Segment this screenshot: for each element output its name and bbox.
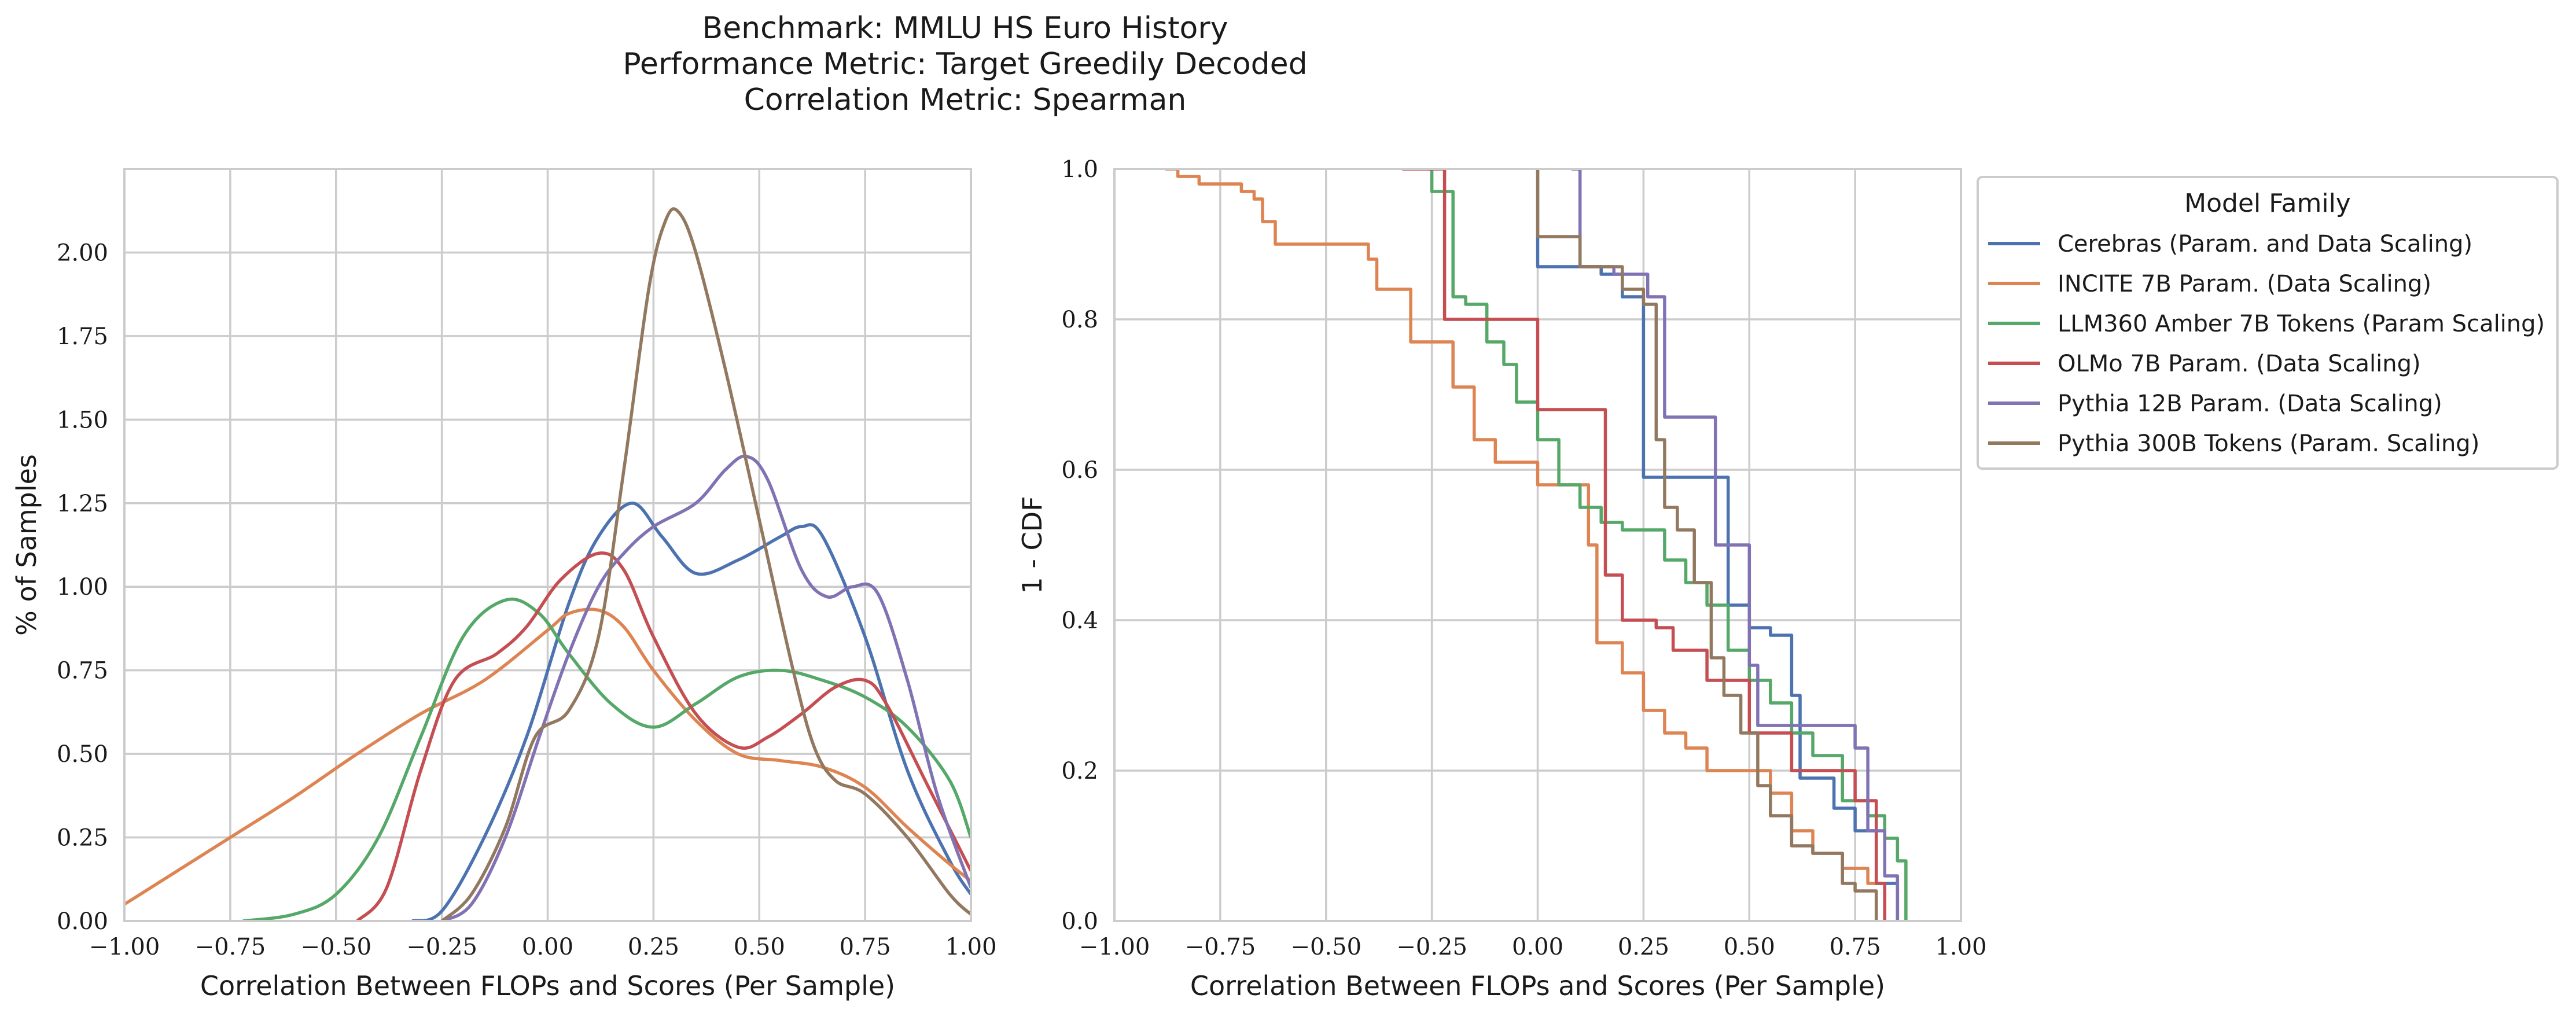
kde-x-tick-label: −1.00	[89, 934, 160, 960]
legend-label-3: OLMo 7B Param. (Data Scaling)	[2058, 351, 2421, 377]
figure-title-line-3: Correlation Metric: Spearman	[744, 83, 1187, 117]
ecdf-x-tick-labels: −1.00 −0.75 −0.50 −0.25 0.00 0.25 0.50 0.75 1.00	[1079, 934, 1987, 960]
ecdf-series-line-1	[1165, 169, 1887, 921]
kde-y-tick-label: 1.50	[57, 407, 108, 433]
figure-title-line-2: Performance Metric: Target Greedily Deco…	[623, 47, 1307, 82]
kde-panel: −1.00 −0.75 −0.50 −0.25 0.00 0.25 0.50 0.75 1.00…	[11, 168, 997, 1001]
kde-series-group	[124, 207, 971, 921]
legend-box	[1977, 176, 2559, 470]
legend-label-1: INCITE 7B Param. (Data Scaling)	[2058, 271, 2431, 297]
kde-y-tick-label: 1.75	[57, 323, 108, 350]
ecdf-x-tick-label: −0.25	[1396, 934, 1467, 960]
kde-gridlines	[123, 169, 972, 922]
ecdf-x-tick-label: −0.75	[1185, 934, 1256, 960]
ecdf-x-tick-label: −1.00	[1079, 934, 1150, 960]
ecdf-y-tick-label: 0.6	[1061, 457, 1098, 484]
legend-label-2: LLM360 Amber 7B Tokens (Param Scaling)	[2058, 311, 2545, 337]
kde-y-axis-label: % of Samples	[11, 454, 42, 636]
kde-x-tick-label: −0.50	[300, 934, 371, 960]
figure-title-line-1: Benchmark: MMLU HS Euro History	[702, 11, 1228, 46]
ecdf-x-tick-label: −0.50	[1290, 934, 1361, 960]
ecdf-y-tick-label: 0.2	[1061, 758, 1098, 784]
legend-items: Cerebras (Param. and Data Scaling) INCITE…	[1988, 231, 2545, 457]
ecdf-x-tick-label: 0.25	[1618, 934, 1669, 960]
kde-x-tick-label: 0.25	[628, 934, 679, 960]
ecdf-x-axis-label: Correlation Between FLOPs and Scores (Pe…	[1190, 970, 1885, 1001]
kde-series-line-2	[242, 597, 971, 921]
legend-title: Model Family	[2184, 189, 2351, 218]
kde-series-line-3	[356, 551, 971, 921]
ecdf-axes-frame	[1113, 168, 1962, 922]
kde-x-tick-label: −0.25	[406, 934, 477, 960]
kde-y-tick-label: 1.00	[57, 574, 108, 601]
ecdf-y-tick-label: 0.8	[1061, 307, 1098, 333]
kde-x-tick-label: 0.00	[522, 934, 573, 960]
ecdf-y-tick-labels: 0.0 0.2 0.4 0.6 0.8 1.0	[1061, 156, 1098, 935]
kde-x-tick-labels: −1.00 −0.75 −0.50 −0.25 0.00 0.25 0.50 0.75 1.00	[89, 934, 997, 960]
legend-label-4: Pythia 12B Param. (Data Scaling)	[2058, 391, 2442, 417]
kde-x-tick-label: 0.50	[734, 934, 785, 960]
kde-x-tick-label: 0.75	[840, 934, 891, 960]
ecdf-x-tick-label: 0.00	[1512, 934, 1563, 960]
legend-label-5: Pythia 300B Tokens (Param. Scaling)	[2058, 430, 2479, 457]
ecdf-y-tick-label: 0.0	[1061, 908, 1098, 935]
ecdf-x-tick-label: 1.00	[1935, 934, 1986, 960]
kde-series-line-1	[124, 607, 971, 906]
kde-y-tick-label: 0.25	[57, 825, 108, 852]
kde-axes-frame	[123, 168, 972, 922]
kde-y-tick-label: 0.00	[57, 908, 108, 935]
ecdf-y-tick-label: 0.4	[1061, 607, 1098, 634]
legend-label-0: Cerebras (Param. and Data Scaling)	[2058, 231, 2472, 257]
legend: Model Family Cerebras (Param. and Data S…	[1977, 176, 2559, 470]
ecdf-series-line-4	[1572, 169, 1900, 921]
kde-y-tick-label: 0.75	[57, 658, 108, 684]
ecdf-x-tick-label: 0.50	[1724, 934, 1775, 960]
kde-series-line-5	[440, 207, 971, 921]
kde-x-tick-label: 1.00	[945, 934, 996, 960]
ecdf-series-group	[1165, 169, 1908, 921]
kde-y-tick-labels: 0.00 0.25 0.50 0.75 1.00 1.25 1.50 1.75 2.00	[57, 240, 108, 935]
kde-y-tick-label: 0.50	[57, 741, 108, 768]
ecdf-y-axis-label: 1 - CDF	[1017, 496, 1048, 594]
kde-x-tick-label: −0.75	[195, 934, 266, 960]
ecdf-series-line-5	[1536, 169, 1878, 921]
kde-x-axis-label: Correlation Between FLOPs and Scores (Pe…	[200, 970, 895, 1001]
ecdf-x-tick-label: 0.75	[1830, 934, 1881, 960]
kde-y-tick-label: 2.00	[57, 240, 108, 266]
kde-series-line-4	[441, 454, 971, 921]
ecdf-y-tick-label: 1.0	[1061, 156, 1098, 183]
ecdf-panel: −1.00 −0.75 −0.50 −0.25 0.00 0.25 0.50 0.75 1.00…	[1017, 156, 1987, 1001]
kde-y-tick-label: 1.25	[57, 491, 108, 517]
